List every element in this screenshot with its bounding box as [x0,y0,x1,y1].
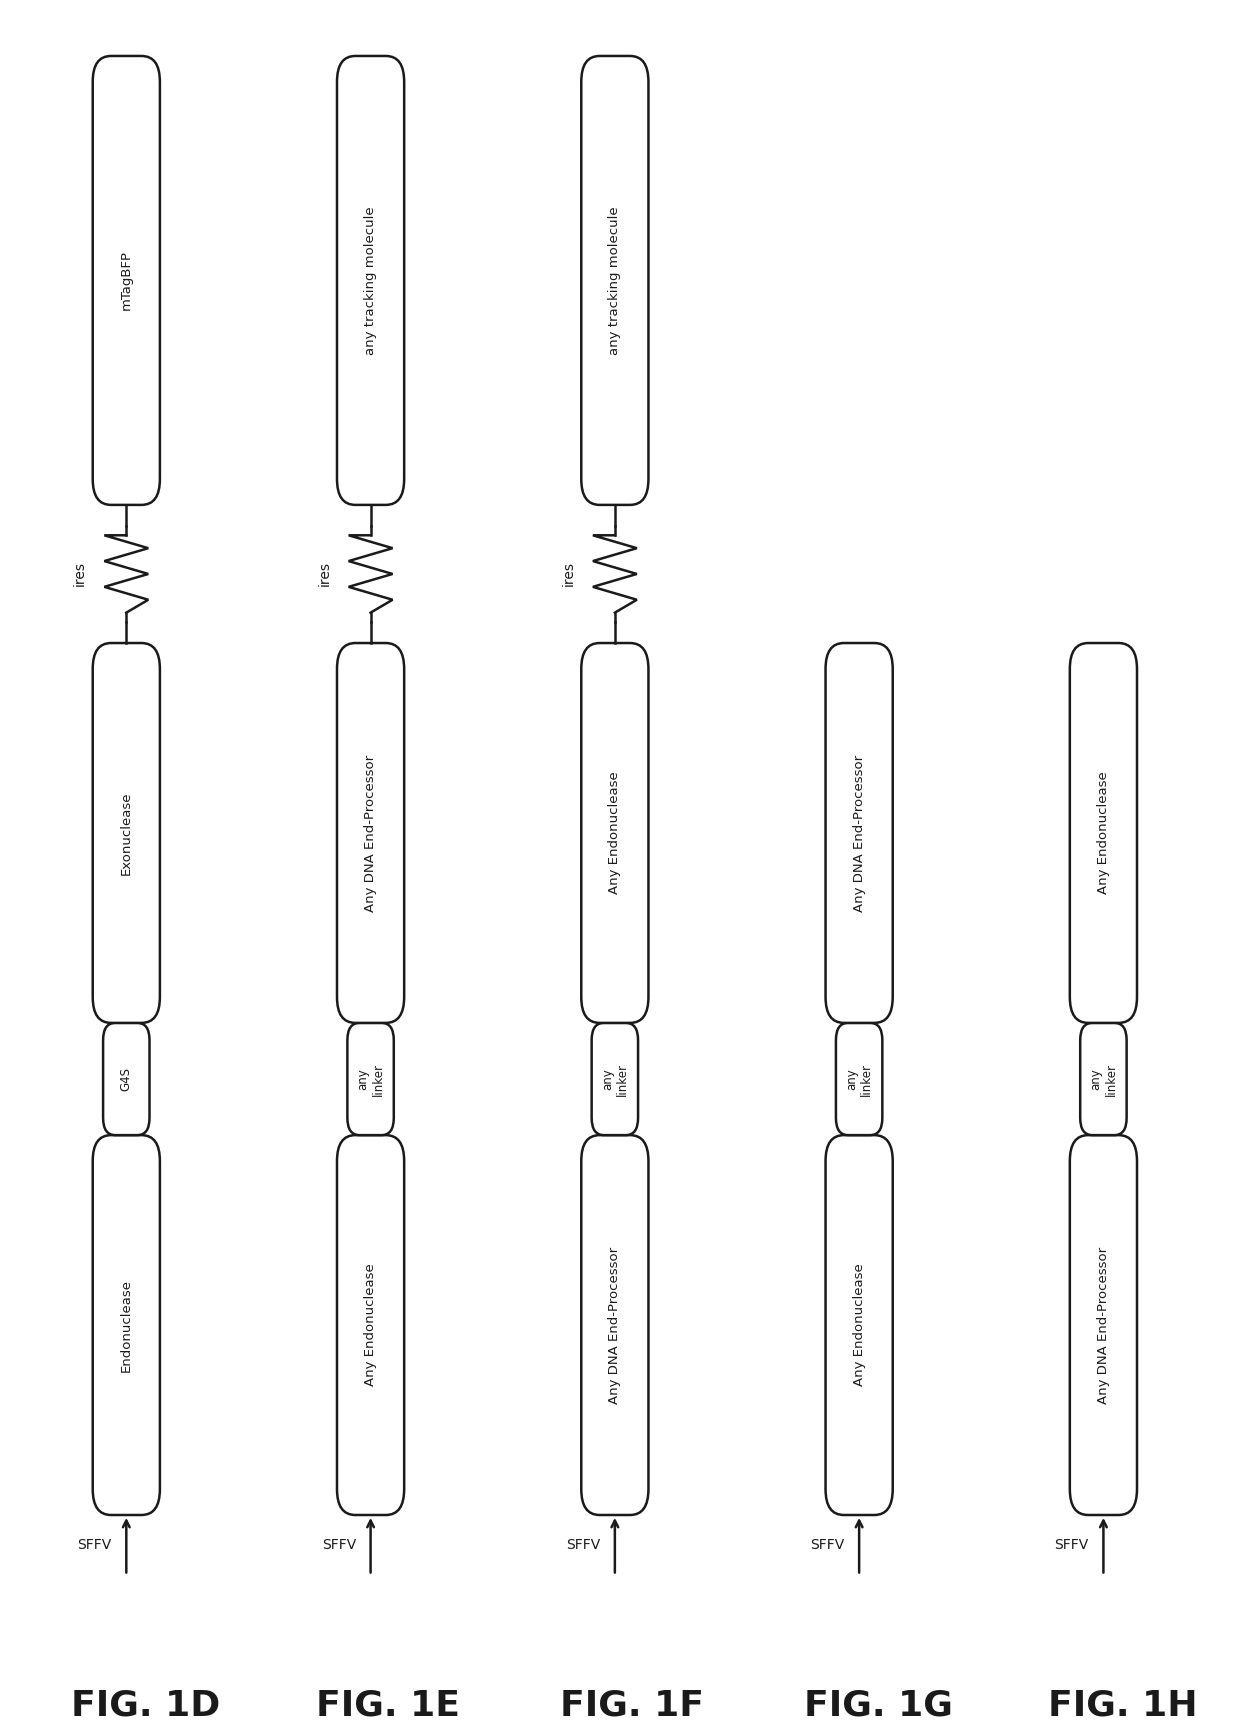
Text: any
linker: any linker [601,1062,629,1095]
Text: SFFV: SFFV [565,1539,600,1553]
Text: FIG. 1E: FIG. 1E [316,1688,460,1723]
Text: FIG. 1F: FIG. 1F [560,1688,704,1723]
FancyBboxPatch shape [1070,644,1137,1024]
Text: Any Endonuclease: Any Endonuclease [853,1263,866,1386]
Text: FIG. 1H: FIG. 1H [1049,1688,1198,1723]
FancyBboxPatch shape [591,1024,639,1135]
Text: Any Endonuclease: Any Endonuclease [1097,772,1110,894]
Text: any tracking molecule: any tracking molecule [365,206,377,354]
Text: ires: ires [317,562,331,586]
Text: any
linker: any linker [1090,1062,1117,1095]
FancyBboxPatch shape [103,1024,150,1135]
FancyBboxPatch shape [582,644,649,1024]
FancyBboxPatch shape [1080,1024,1127,1135]
Text: ires: ires [73,562,87,586]
FancyBboxPatch shape [337,56,404,505]
Text: any
linker: any linker [357,1062,384,1095]
Text: Any DNA End-Processor: Any DNA End-Processor [1097,1246,1110,1404]
Text: SFFV: SFFV [321,1539,356,1553]
Text: Any Endonuclease: Any Endonuclease [609,772,621,894]
FancyBboxPatch shape [826,644,893,1024]
FancyBboxPatch shape [836,1024,883,1135]
FancyBboxPatch shape [582,56,649,505]
Text: ires: ires [562,562,575,586]
FancyBboxPatch shape [337,644,404,1024]
Text: Endonuclease: Endonuclease [120,1279,133,1372]
FancyBboxPatch shape [93,1135,160,1515]
Text: mTagBFP: mTagBFP [120,250,133,311]
FancyBboxPatch shape [347,1024,394,1135]
Text: SFFV: SFFV [77,1539,112,1553]
Text: any
linker: any linker [846,1062,873,1095]
Text: Any Endonuclease: Any Endonuclease [365,1263,377,1386]
Text: Any DNA End-Processor: Any DNA End-Processor [609,1246,621,1404]
FancyBboxPatch shape [826,1135,893,1515]
Text: FIG. 1G: FIG. 1G [805,1688,954,1723]
Text: SFFV: SFFV [810,1539,844,1553]
FancyBboxPatch shape [93,56,160,505]
Text: Any DNA End-Processor: Any DNA End-Processor [365,755,377,911]
Text: any tracking molecule: any tracking molecule [609,206,621,354]
FancyBboxPatch shape [1070,1135,1137,1515]
Text: Exonuclease: Exonuclease [120,791,133,874]
Text: G4S: G4S [120,1067,133,1091]
FancyBboxPatch shape [93,644,160,1024]
Text: Any DNA End-Processor: Any DNA End-Processor [853,755,866,911]
FancyBboxPatch shape [582,1135,649,1515]
Text: SFFV: SFFV [1054,1539,1089,1553]
Text: FIG. 1D: FIG. 1D [72,1688,221,1723]
FancyBboxPatch shape [337,1135,404,1515]
